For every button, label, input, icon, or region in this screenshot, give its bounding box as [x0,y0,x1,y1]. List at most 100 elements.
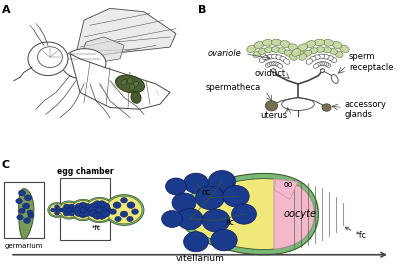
Polygon shape [186,179,314,250]
Text: accessory
glands: accessory glands [345,99,387,119]
Ellipse shape [320,69,324,72]
Circle shape [177,208,203,230]
Ellipse shape [320,69,324,72]
Circle shape [113,202,121,208]
Ellipse shape [322,47,331,53]
Ellipse shape [325,63,331,67]
Text: *fc: *fc [345,227,367,240]
Text: oo: oo [283,180,293,189]
Circle shape [85,207,93,213]
Text: nc: nc [202,188,210,198]
Ellipse shape [271,69,276,72]
Circle shape [121,198,127,203]
Ellipse shape [104,195,144,225]
Circle shape [22,203,30,209]
Circle shape [88,207,97,214]
Circle shape [79,202,87,208]
Text: C: C [2,160,10,170]
Ellipse shape [253,51,261,57]
Bar [60,178,110,240]
Circle shape [71,208,77,212]
Circle shape [28,213,34,218]
Ellipse shape [106,196,142,224]
Ellipse shape [319,62,325,65]
Ellipse shape [271,69,276,72]
Circle shape [72,201,94,220]
Ellipse shape [271,54,279,59]
Circle shape [55,208,59,212]
Circle shape [184,173,208,193]
Ellipse shape [280,41,290,47]
Text: uterus: uterus [261,111,288,120]
Ellipse shape [271,39,282,46]
Ellipse shape [316,47,325,52]
Polygon shape [179,173,318,255]
Circle shape [28,42,68,76]
Circle shape [54,211,60,215]
Text: germarium: germarium [5,243,43,249]
Circle shape [211,229,237,251]
Circle shape [89,210,98,217]
Ellipse shape [322,54,329,59]
Ellipse shape [129,85,135,90]
Ellipse shape [272,69,276,72]
Circle shape [75,204,82,209]
Circle shape [127,216,133,222]
Ellipse shape [289,54,297,60]
Ellipse shape [315,63,320,67]
Circle shape [96,207,104,213]
Circle shape [17,215,23,220]
Ellipse shape [313,64,318,68]
Circle shape [18,190,26,196]
Text: oviduct: oviduct [255,69,286,78]
Ellipse shape [134,81,138,87]
Polygon shape [274,179,314,250]
Text: sperm
receptacle: sperm receptacle [349,53,394,72]
Circle shape [84,204,91,209]
Circle shape [27,210,33,215]
Ellipse shape [288,44,298,51]
Circle shape [75,211,82,217]
Circle shape [101,210,110,217]
Ellipse shape [323,40,334,46]
Circle shape [16,198,22,204]
Text: vitellarium: vitellarium [176,254,224,263]
Circle shape [73,207,81,213]
Circle shape [202,209,230,232]
Ellipse shape [284,59,290,64]
Ellipse shape [276,55,283,60]
Ellipse shape [254,41,264,49]
Ellipse shape [284,50,292,56]
Circle shape [322,104,331,111]
Circle shape [184,232,208,252]
Ellipse shape [320,69,324,72]
Circle shape [50,204,64,216]
Ellipse shape [329,49,338,54]
Ellipse shape [280,56,287,62]
Circle shape [24,195,32,201]
Circle shape [102,207,111,214]
Polygon shape [19,189,34,239]
Circle shape [79,212,87,218]
Ellipse shape [323,62,329,66]
Ellipse shape [265,63,271,67]
Circle shape [232,204,256,224]
Ellipse shape [247,45,256,53]
Text: egg chamber: egg chamber [57,167,113,176]
Ellipse shape [292,49,301,56]
Ellipse shape [271,47,280,52]
Ellipse shape [320,69,325,72]
Text: *fc: *fc [92,225,102,231]
Ellipse shape [309,48,318,54]
Polygon shape [70,54,170,109]
Ellipse shape [262,40,273,46]
Ellipse shape [314,39,325,46]
Circle shape [80,208,86,212]
Circle shape [93,201,102,208]
Circle shape [70,199,96,221]
Ellipse shape [265,47,274,53]
Ellipse shape [267,62,273,66]
Ellipse shape [331,75,338,83]
Circle shape [19,208,25,214]
Ellipse shape [298,44,308,51]
